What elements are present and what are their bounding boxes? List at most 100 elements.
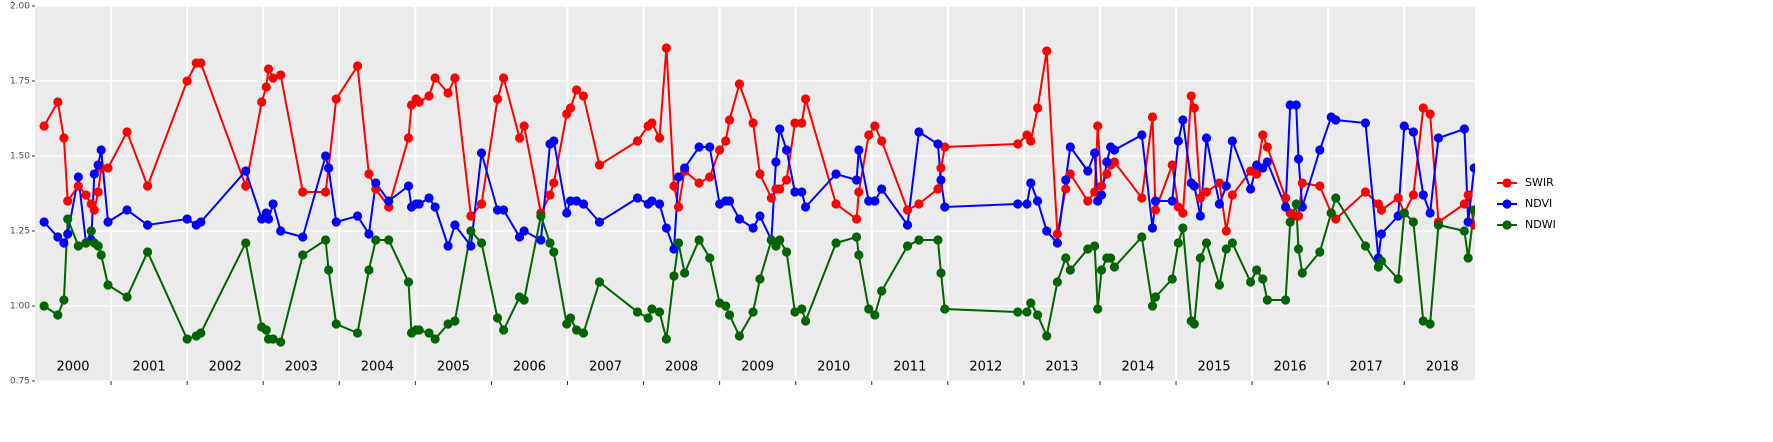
data-point — [933, 184, 943, 194]
data-point — [466, 226, 476, 236]
data-point — [1013, 307, 1023, 317]
data-point — [331, 217, 341, 227]
data-point — [694, 235, 704, 245]
year-label: 2016 — [1274, 360, 1307, 375]
data-point — [1459, 199, 1469, 209]
data-point — [914, 235, 924, 245]
data-point — [466, 241, 476, 251]
data-point — [371, 235, 381, 245]
data-point — [93, 241, 103, 251]
data-point — [1093, 121, 1103, 131]
data-point — [268, 334, 278, 344]
data-point — [748, 223, 758, 233]
data-point — [364, 169, 374, 179]
data-point — [1150, 292, 1161, 302]
data-point — [775, 184, 785, 194]
data-point — [352, 211, 363, 221]
data-point — [476, 238, 487, 248]
y-tick-label: 0.75 — [10, 377, 30, 387]
data-point — [775, 124, 785, 134]
data-point — [647, 304, 657, 314]
data-point — [549, 247, 559, 257]
data-point — [1291, 100, 1301, 110]
data-point — [498, 205, 509, 215]
data-point — [902, 220, 913, 230]
data-point — [182, 214, 192, 224]
data-point — [89, 205, 99, 215]
data-point — [298, 187, 308, 197]
data-point — [914, 127, 924, 137]
data-point — [1280, 202, 1291, 212]
data-point — [755, 274, 765, 284]
legend-label: NDVI — [1525, 197, 1552, 210]
data-point — [263, 64, 274, 74]
data-point — [276, 337, 286, 347]
data-point — [1032, 196, 1043, 206]
data-point — [514, 133, 525, 143]
data-point — [748, 307, 758, 317]
data-point — [430, 334, 440, 344]
data-point — [831, 169, 841, 179]
data-point — [1178, 115, 1188, 125]
data-point — [1376, 229, 1387, 239]
data-point — [1425, 319, 1435, 329]
data-point — [1214, 280, 1225, 290]
data-point — [1083, 196, 1093, 206]
data-point — [1189, 319, 1199, 329]
data-point — [1061, 253, 1071, 263]
data-point — [1221, 226, 1231, 236]
data-point — [864, 304, 874, 314]
data-point — [241, 166, 251, 176]
data-point — [1393, 193, 1403, 203]
data-point — [1214, 199, 1225, 209]
data-point — [53, 97, 63, 107]
data-point — [182, 76, 192, 86]
data-point — [721, 136, 731, 146]
data-point — [864, 130, 874, 140]
legend-label: SWIR — [1525, 176, 1554, 189]
data-point — [1137, 130, 1147, 140]
data-point — [1399, 121, 1409, 131]
axes: 0.75 1.00 1.25 1.50 1.75 2.00 2000 2001 2002 2003… — [10, 2, 1459, 387]
data-point — [1090, 241, 1100, 251]
data-point — [1032, 103, 1043, 113]
data-point — [940, 202, 950, 212]
data-point — [1065, 265, 1075, 275]
data-point — [466, 211, 476, 221]
data-point — [59, 133, 69, 143]
data-point — [654, 199, 665, 209]
data-point — [1221, 181, 1231, 191]
legend-key-point — [1502, 199, 1512, 209]
data-point — [643, 313, 653, 323]
data-point — [578, 199, 589, 209]
data-point — [877, 184, 887, 194]
data-point — [1052, 229, 1062, 239]
data-point — [1399, 208, 1409, 218]
data-point — [384, 196, 394, 206]
data-point — [1173, 238, 1183, 248]
year-label: 2005 — [437, 360, 470, 375]
data-point — [1195, 193, 1205, 203]
data-point — [39, 121, 49, 131]
data-point — [241, 238, 251, 248]
data-point — [1093, 304, 1103, 314]
data-point — [352, 328, 363, 338]
data-point — [142, 220, 153, 230]
year-label: 2015 — [1198, 360, 1231, 375]
data-point — [734, 79, 745, 89]
y-tick-label: 1.50 — [10, 152, 30, 162]
data-point — [800, 202, 811, 212]
data-point — [450, 316, 460, 326]
data-point — [498, 325, 509, 335]
data-point — [936, 163, 946, 173]
data-point — [519, 226, 529, 236]
year-label: 2017 — [1350, 360, 1383, 375]
data-point — [694, 178, 704, 188]
data-point — [1315, 145, 1325, 155]
y-tick-label: 1.25 — [10, 227, 30, 237]
data-point — [1109, 262, 1120, 272]
data-point — [63, 196, 73, 206]
data-point — [196, 58, 206, 68]
data-point — [654, 307, 665, 317]
data-point — [1167, 160, 1177, 170]
